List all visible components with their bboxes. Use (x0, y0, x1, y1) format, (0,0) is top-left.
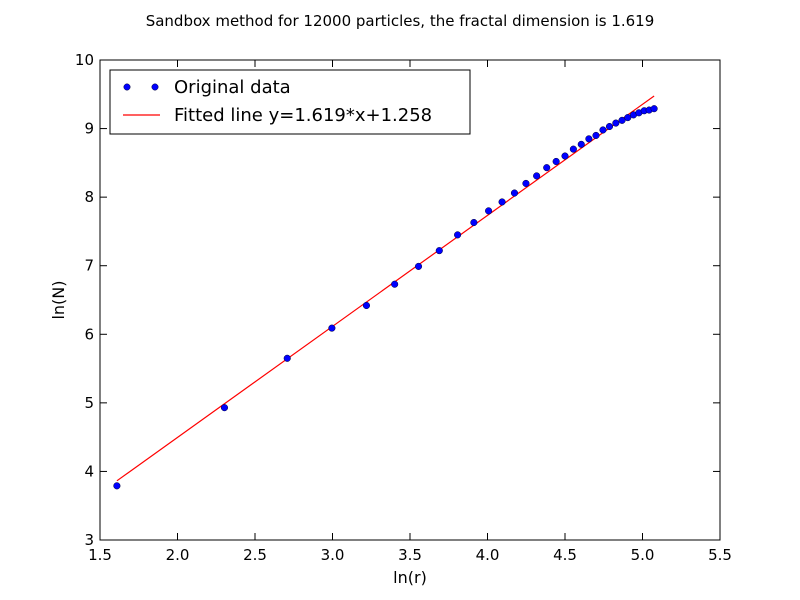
x-tick-label: 1.5 (88, 546, 112, 564)
x-axis: 1.5 2.0 2.5 3.0 3.5 4.0 4.5 5.0 5.5 (88, 60, 732, 564)
data-point (113, 482, 121, 490)
data-point (510, 189, 519, 197)
y-axis-label: ln(N) (49, 280, 68, 319)
data-point (605, 122, 614, 131)
data-point (577, 140, 585, 148)
y-tick-label: 7 (84, 257, 94, 275)
data-point (470, 218, 478, 227)
x-tick-label: 3.5 (398, 546, 422, 564)
x-tick-label: 4.5 (553, 546, 577, 564)
legend-marker-original-data (151, 83, 159, 91)
data-point (435, 247, 443, 255)
data-point (391, 280, 399, 288)
legend: Original data Fitted line y=1.619*x+1.25… (109, 69, 471, 135)
data-point (552, 157, 560, 166)
y-tick-label: 4 (84, 462, 94, 480)
x-tick-label: 2.5 (243, 546, 267, 564)
data-point (220, 404, 229, 412)
data-point (283, 354, 291, 362)
data-point (533, 172, 541, 180)
data-point (599, 126, 607, 134)
data-point (362, 301, 370, 310)
plot-content (113, 95, 658, 490)
data-point (650, 105, 658, 113)
data-point (522, 179, 530, 187)
y-tick-label: 10 (75, 51, 94, 69)
x-tick-label: 4.0 (476, 546, 500, 564)
x-tick-label: 5.0 (631, 546, 655, 564)
plot-area (100, 60, 720, 540)
x-tick-label: 3.0 (321, 546, 345, 564)
legend-label-original-data: Original data (174, 77, 291, 98)
legend-marker-original-data (123, 83, 131, 91)
chart-title: Sandbox method for 12000 particles, the … (146, 12, 655, 30)
fitted-line (116, 95, 655, 482)
data-point (592, 131, 600, 139)
y-tick-label: 9 (84, 120, 94, 138)
data-point (498, 198, 506, 206)
data-point (328, 324, 336, 332)
x-axis-label: ln(r) (393, 568, 427, 587)
y-tick-label: 5 (84, 394, 94, 412)
data-point (585, 135, 593, 143)
legend-label-fitted-line: Fitted line y=1.619*x+1.258 (174, 105, 432, 126)
legend-box (109, 69, 471, 135)
data-point (624, 114, 632, 122)
data-point (454, 231, 462, 239)
data-point (612, 119, 620, 127)
y-tick-label: 8 (84, 188, 94, 206)
y-tick-label: 3 (84, 531, 94, 549)
y-axis: 3 4 5 6 7 8 9 10 (75, 51, 720, 549)
data-point (543, 164, 551, 172)
data-point (561, 152, 569, 160)
data-point (414, 262, 423, 270)
y-tick-label: 6 (84, 325, 94, 343)
data-point (618, 116, 626, 124)
data-point (569, 145, 577, 153)
data-point (485, 207, 493, 215)
x-tick-label: 2.0 (166, 546, 190, 564)
x-tick-label: 5.5 (708, 546, 732, 564)
